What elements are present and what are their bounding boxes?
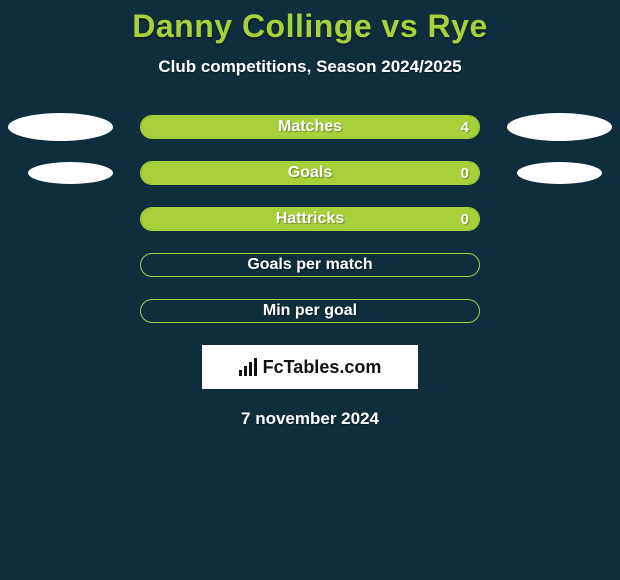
right-ellipse-icon bbox=[507, 113, 612, 141]
fctables-logo: FcTables.com bbox=[202, 345, 418, 389]
page-subtitle: Club competitions, Season 2024/2025 bbox=[0, 57, 620, 77]
right-ellipse-icon bbox=[517, 162, 602, 184]
chart-icon bbox=[239, 358, 257, 376]
stat-value: 4 bbox=[461, 116, 469, 138]
stat-row: Matches4 bbox=[0, 115, 620, 139]
stat-bar-fill bbox=[141, 208, 479, 230]
page-title: Danny Collinge vs Rye bbox=[0, 0, 620, 45]
stat-bar: Goals0 bbox=[140, 161, 480, 185]
stat-row: Goals per match bbox=[0, 253, 620, 277]
stat-value: 0 bbox=[461, 162, 469, 184]
stat-row: Goals0 bbox=[0, 161, 620, 185]
stat-bar: Hattricks0 bbox=[140, 207, 480, 231]
stat-bar: Goals per match bbox=[140, 253, 480, 277]
left-ellipse-icon bbox=[8, 113, 113, 141]
stat-bar-fill bbox=[141, 162, 479, 184]
stat-bar-fill bbox=[141, 116, 479, 138]
date-line: 7 november 2024 bbox=[0, 409, 620, 429]
stats-container: Matches4 Goals0 Hattricks0 Goals per match M… bbox=[0, 115, 620, 323]
stat-bar: Min per goal bbox=[140, 299, 480, 323]
stat-value: 0 bbox=[461, 208, 469, 230]
stat-row: Min per goal bbox=[0, 299, 620, 323]
logo-text: FcTables.com bbox=[263, 357, 382, 378]
stat-label: Goals per match bbox=[141, 254, 479, 276]
stat-row: Hattricks0 bbox=[0, 207, 620, 231]
stat-label: Min per goal bbox=[141, 300, 479, 322]
stat-bar: Matches4 bbox=[140, 115, 480, 139]
left-ellipse-icon bbox=[28, 162, 113, 184]
